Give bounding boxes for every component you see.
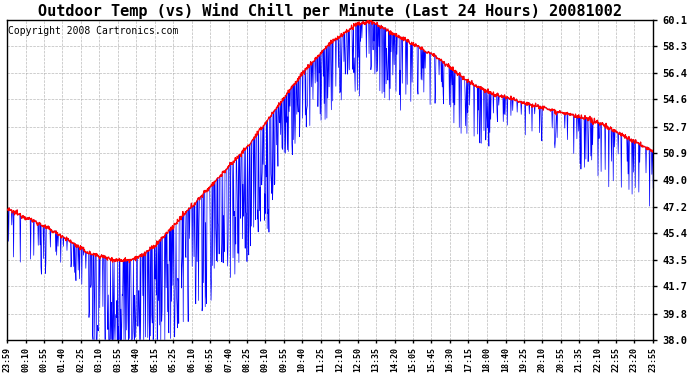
- Title: Outdoor Temp (vs) Wind Chill per Minute (Last 24 Hours) 20081002: Outdoor Temp (vs) Wind Chill per Minute …: [38, 3, 622, 19]
- Text: Copyright 2008 Cartronics.com: Copyright 2008 Cartronics.com: [8, 26, 178, 36]
